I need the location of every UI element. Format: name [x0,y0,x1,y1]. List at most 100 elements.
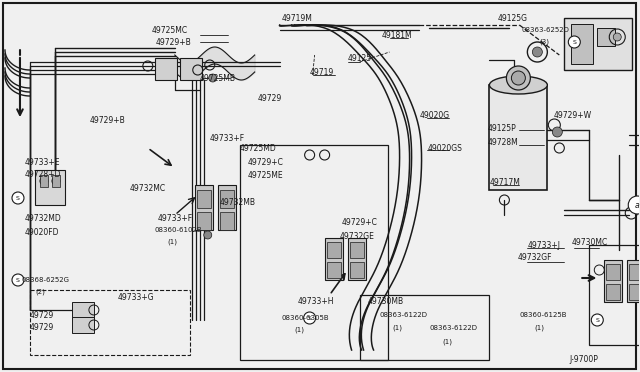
Text: 08363-6252D: 08363-6252D [522,27,569,33]
Text: J-9700P: J-9700P [570,356,598,365]
Circle shape [591,314,604,326]
Circle shape [204,231,212,239]
Bar [348,238,365,280]
Text: 49733+G: 49733+G [118,294,154,302]
Text: 49125G: 49125G [497,13,527,22]
Text: 49733+H: 49733+H [298,298,334,307]
Circle shape [532,47,542,57]
Bar [349,262,364,278]
Text: (1): (1) [442,339,452,345]
Bar [35,170,65,205]
Text: 49725MB: 49725MB [200,74,236,83]
Text: (1): (1) [168,239,178,245]
Text: 49725MC: 49725MC [152,26,188,35]
Bar [360,295,490,360]
Bar [326,262,340,278]
Text: 49733+E: 49733+E [25,157,60,167]
Text: 49020FD: 49020FD [25,228,60,237]
Text: 49732MB: 49732MB [220,198,256,206]
Text: 49725MD: 49725MD [240,144,276,153]
Bar [240,145,388,360]
Bar [589,245,640,345]
Text: 49717M: 49717M [490,177,520,186]
Bar [220,212,234,230]
Bar [195,185,212,230]
Text: 49020GS: 49020GS [428,144,462,153]
Bar [72,317,94,333]
Circle shape [568,36,580,48]
Text: 49730MB: 49730MB [367,298,404,307]
Bar [72,302,94,318]
Bar [218,185,236,230]
Bar [155,58,177,80]
Text: 49729+C: 49729+C [342,218,378,227]
Text: 49729: 49729 [30,324,54,333]
Text: (3): (3) [540,39,549,45]
Text: 49733+F: 49733+F [158,214,193,222]
Bar [629,264,640,280]
Text: 49733+F: 49733+F [210,134,245,142]
Bar [564,18,632,70]
Bar [490,85,547,190]
Text: 49728M: 49728M [488,138,518,147]
Text: 49020G: 49020G [419,110,450,119]
Text: a: a [635,201,639,209]
Bar [324,238,342,280]
Text: 49729: 49729 [258,93,282,103]
Circle shape [628,196,640,214]
Text: S: S [16,196,20,201]
Bar [40,175,48,187]
Bar [52,175,60,187]
Ellipse shape [490,76,547,94]
Bar [604,260,622,302]
Text: 49729+B: 49729+B [90,115,125,125]
Text: 49725ME: 49725ME [248,170,284,180]
Text: 49730MC: 49730MC [572,237,607,247]
Text: 08360-6305B: 08360-6305B [282,315,330,321]
Text: 49729+B: 49729+B [156,38,191,46]
Circle shape [12,274,24,286]
Bar [349,242,364,258]
Text: 49719M: 49719M [282,13,312,22]
Text: (2): (2) [35,289,45,295]
Circle shape [511,71,525,85]
Text: 49728+D: 49728+D [25,170,61,179]
Text: 08360-6125B: 08360-6125B [520,312,567,318]
Text: 49729: 49729 [30,311,54,320]
Bar [572,24,593,64]
Bar [180,58,202,80]
Text: 08363-6122D: 08363-6122D [429,325,477,331]
Circle shape [506,66,531,90]
Text: (1): (1) [392,325,403,331]
Bar [196,190,211,208]
Bar [629,284,640,300]
Text: 49729+C: 49729+C [248,157,284,167]
Text: 49732GF: 49732GF [517,253,552,263]
Bar [326,242,340,258]
Text: 49181M: 49181M [381,31,412,39]
Bar [606,264,620,280]
Text: S: S [308,315,312,321]
Bar [597,28,615,46]
Text: 49732MC: 49732MC [130,183,166,192]
Bar [196,212,211,230]
Text: S: S [595,317,599,323]
Text: 49732MD: 49732MD [25,214,61,222]
Text: 49733+J: 49733+J [527,241,561,250]
Bar [627,260,640,302]
Circle shape [552,127,563,137]
Bar [220,190,234,208]
Circle shape [209,74,217,82]
Circle shape [12,192,24,204]
Circle shape [303,312,316,324]
Text: S: S [16,278,20,282]
Text: 08363-6122D: 08363-6122D [380,312,428,318]
Text: 49125: 49125 [348,54,372,62]
Circle shape [613,33,621,41]
Text: 49719: 49719 [310,67,334,77]
Text: 49729+W: 49729+W [554,110,591,119]
Text: 08360-6102B: 08360-6102B [155,227,202,233]
Text: (1): (1) [294,327,305,333]
Bar [30,290,190,355]
Text: 49732GE: 49732GE [340,231,374,241]
